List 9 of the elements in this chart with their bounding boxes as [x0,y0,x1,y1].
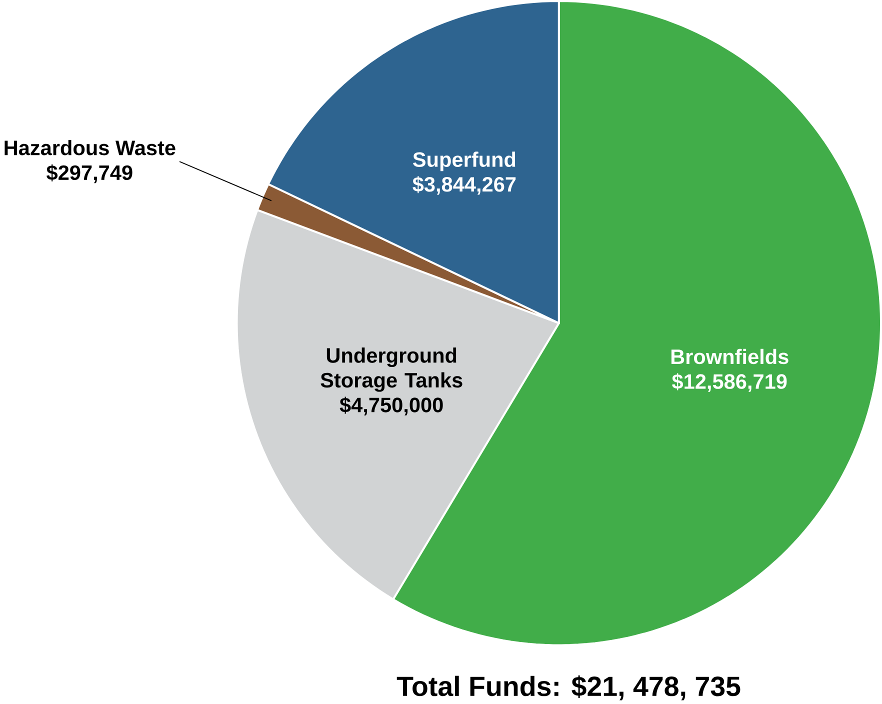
data-label: $4,750,000 [340,396,443,416]
data-label: $297,749 [46,164,132,184]
slice-label: Underground Storage Tanks [320,348,462,392]
text: Total Funds: $21, 478, 735 [396,676,740,700]
slice-label: Superfund [413,152,516,172]
data-label: $3,844,267 [412,176,516,195]
data-label: $12,586,719 [672,374,787,392]
slice-label: Brownfields [671,349,788,364]
slice-label: Hazardous Waste [4,140,176,156]
